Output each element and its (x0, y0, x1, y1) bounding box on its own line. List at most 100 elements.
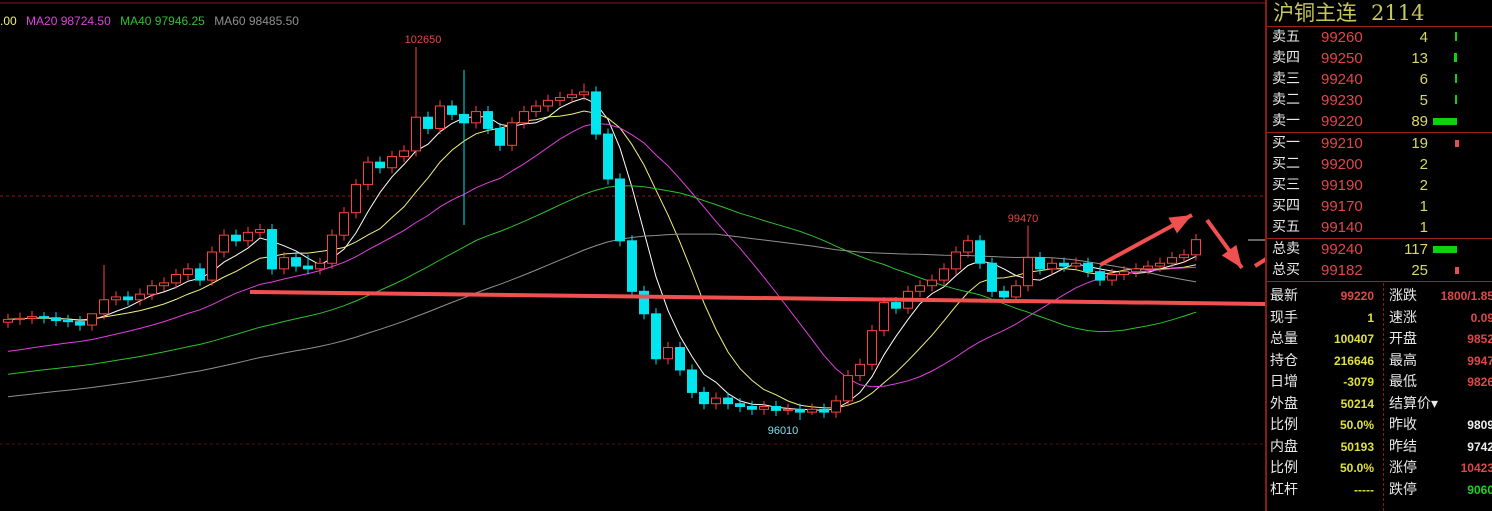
candle-body (1023, 257, 1033, 287)
stat-row: 结算价▾ (1389, 394, 1492, 416)
stat-value: 10423 (1460, 461, 1492, 475)
candle-body (1131, 268, 1141, 273)
stats-divider (1383, 283, 1384, 511)
stat-label: 日增 (1270, 374, 1298, 390)
candle-body (1143, 265, 1153, 270)
candle-body (639, 290, 649, 315)
orderbook-row[interactable]: 卖一 99220 89 (1267, 111, 1492, 132)
stat-label: 涨停 (1389, 460, 1417, 476)
stat-value: ----- (1354, 482, 1374, 497)
candle-body (291, 257, 301, 267)
volume-bar (1455, 74, 1457, 83)
level-volume: 25 (1411, 262, 1428, 279)
orderbook-row[interactable]: 买二 99200 2 (1267, 154, 1492, 175)
level-volume: 6 (1419, 71, 1428, 88)
orderbook-row[interactable]: 卖三 99240 6 (1267, 69, 1492, 90)
stat-label: 跌停 (1389, 481, 1417, 498)
stat-row: 外盘 50214 (1270, 394, 1374, 416)
level-volume: 2 (1419, 156, 1428, 173)
ma20-line (7, 122, 1197, 388)
stat-label: 开盘 (1389, 331, 1417, 347)
stat-label: 杠杆 (1270, 481, 1298, 498)
candle-body (327, 234, 337, 264)
candle-body (135, 293, 145, 301)
candle-body (243, 231, 253, 242)
candle-body (567, 94, 577, 99)
candle-body (711, 397, 721, 405)
ma40-value: MA40 97946.25 (120, 14, 205, 28)
stat-value: 9826 (1467, 375, 1492, 389)
candle-body (555, 97, 565, 101)
contract-code: 2114 (1371, 1, 1425, 25)
stat-label: 最新 (1270, 288, 1298, 304)
candle-body (495, 127, 505, 146)
orderbook-row[interactable]: 卖四 99250 13 (1267, 48, 1492, 69)
high-price-label: 102650 (405, 34, 442, 46)
orderbook-row[interactable]: 买三 99190 2 (1267, 175, 1492, 196)
ma5-line (7, 97, 1197, 412)
level-label: 买一 (1272, 135, 1300, 151)
orderbook-row[interactable]: 买一 99210 19 (1267, 133, 1492, 154)
candle-body (279, 257, 289, 270)
orderbook-row[interactable]: 卖二 99230 5 (1267, 90, 1492, 111)
stat-value: 1 (1367, 310, 1374, 325)
candle-body (1047, 262, 1057, 270)
candle-body (387, 156, 397, 169)
orderbook-row[interactable]: 总买 99182 25 (1267, 260, 1492, 281)
level-volume: 2 (1419, 177, 1428, 194)
candle-body (699, 391, 709, 405)
candle-body (519, 111, 529, 124)
level-volume: 19 (1411, 135, 1428, 152)
candle-body (183, 268, 193, 275)
stat-label: 昨结 (1389, 438, 1417, 455)
stat-row: 总量 100407 (1270, 329, 1374, 351)
stat-value: 9060 (1467, 482, 1492, 497)
candle-body (483, 111, 493, 129)
ask-book: 卖五 99260 4 卖四 99250 13 卖三 99240 6 卖二 99230 5 卖一 99220… (1267, 27, 1492, 133)
candle-body (1107, 273, 1117, 281)
orderbook-row[interactable]: 总卖 99240 117 (1267, 239, 1492, 260)
candlestick-chart[interactable]: 102650 96010 99470 (0, 0, 1265, 511)
ma60-line (7, 233, 1197, 398)
level-volume: 89 (1411, 113, 1428, 130)
level-label: 买三 (1272, 177, 1300, 193)
candle-body (123, 296, 133, 301)
ma-legend: .00 MA20 98724.50 MA40 97946.25 MA60 984… (0, 14, 305, 28)
candle-body (339, 212, 349, 236)
candle-body (891, 302, 901, 309)
candle-body (27, 316, 37, 319)
candle-body (603, 133, 613, 180)
level-volume: 13 (1411, 50, 1428, 67)
candle-body (1119, 271, 1129, 275)
stat-label[interactable]: 结算价▾ (1389, 395, 1439, 412)
candle-body (1059, 262, 1069, 267)
level-label: 买五 (1272, 219, 1300, 235)
ma60-value: MA60 98485.50 (214, 14, 299, 28)
candle-body (615, 178, 625, 242)
level-price: 99240 (1321, 71, 1363, 88)
candle-body (927, 279, 937, 287)
stat-value: 50.0% (1339, 461, 1374, 475)
candle-body (87, 313, 97, 326)
level-price: 99240 (1321, 241, 1363, 258)
candle-body (663, 347, 673, 360)
orderbook-row[interactable]: 买四 99170 1 (1267, 196, 1492, 217)
candle-body (411, 116, 421, 152)
stat-label: 持仓 (1270, 352, 1298, 369)
orderbook-row[interactable]: 买五 99140 1 (1267, 217, 1492, 238)
level-price: 99182 (1321, 262, 1363, 279)
candle-body (975, 240, 985, 264)
level-label: 卖五 (1272, 29, 1300, 45)
candle-body (471, 111, 481, 124)
orderbook-row[interactable]: 卖五 99260 4 (1267, 27, 1492, 48)
candle-body (579, 91, 589, 96)
stat-row: 日增 -3079 (1270, 372, 1374, 394)
ma5-value: .00 (0, 14, 17, 28)
candle-body (1179, 254, 1189, 259)
level-price: 99260 (1321, 29, 1363, 46)
candle-body (351, 184, 361, 214)
candle-body (675, 347, 685, 371)
level-label: 卖二 (1272, 92, 1300, 108)
level-label: 卖四 (1272, 50, 1300, 66)
candle-body (399, 150, 409, 158)
